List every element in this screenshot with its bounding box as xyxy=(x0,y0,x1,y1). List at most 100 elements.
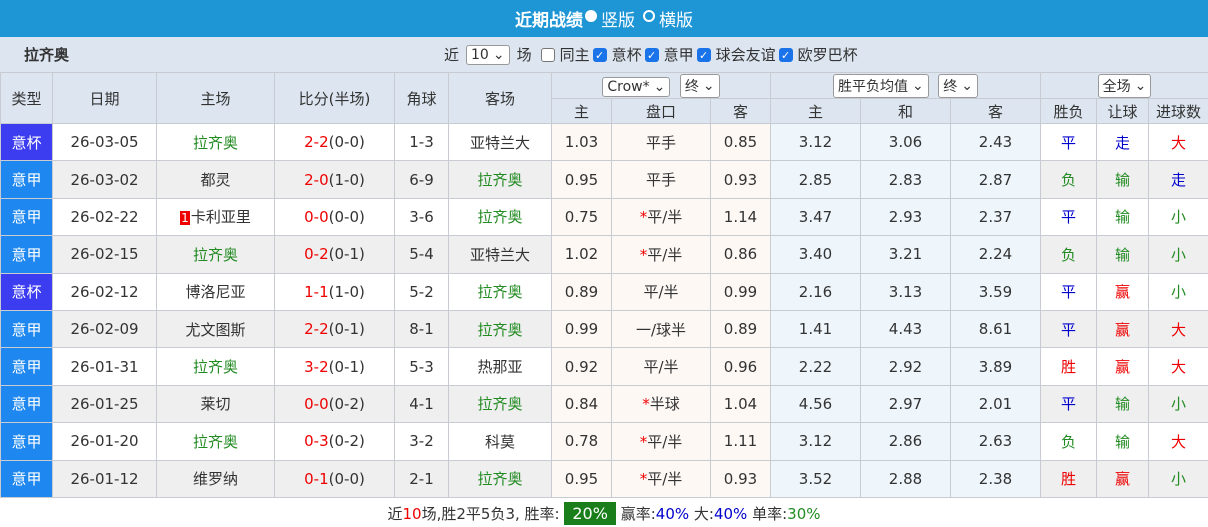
handicap-result: 赢 xyxy=(1096,347,1149,386)
away-team[interactable]: 拉齐奥 xyxy=(448,459,552,498)
match-type[interactable]: 意甲 xyxy=(0,384,53,424)
match-type[interactable]: 意甲 xyxy=(0,235,53,274)
home-team[interactable]: 1 卡利亚里 xyxy=(156,197,275,237)
company-select[interactable]: Crow* ⌄ xyxy=(602,76,671,97)
euro-final-select[interactable]: 终 ⌄ xyxy=(938,73,978,98)
checkbox-1[interactable]: ✓ xyxy=(592,47,607,62)
score: 2-2(0-0) xyxy=(274,122,395,162)
asian-home-odds: 0.78 xyxy=(551,422,612,461)
match-type[interactable]: 意甲 xyxy=(0,160,53,199)
handicap-rate: 40% xyxy=(655,505,690,523)
home-team[interactable]: 莱切 xyxy=(156,384,275,424)
chevron-down-icon: ⌄ xyxy=(961,77,973,94)
checkbox-label[interactable]: 意甲 xyxy=(663,46,694,64)
match-date: 26-01-31 xyxy=(52,347,157,386)
handicap-value: 平手 xyxy=(645,133,676,152)
score: 2-2(0-1) xyxy=(274,309,395,349)
checkbox-3[interactable]: ✓ xyxy=(696,47,711,62)
half-score: (0-1) xyxy=(328,357,365,376)
handicap-value: 半球 xyxy=(649,395,680,414)
away-team[interactable]: 亚特兰大 xyxy=(448,122,552,162)
away-team[interactable]: 拉齐奥 xyxy=(448,309,552,349)
away-team[interactable]: 亚特兰大 xyxy=(448,235,552,274)
away-team[interactable]: 拉齐奥 xyxy=(448,272,552,311)
match-count-select[interactable]: 10 ⌄ xyxy=(466,44,510,65)
match-type[interactable]: 意甲 xyxy=(0,197,53,237)
handicap-value: 平/半 xyxy=(643,358,679,377)
asian-home-odds: 0.75 xyxy=(551,197,612,237)
checkbox-label[interactable]: 球会友谊 xyxy=(715,46,776,64)
away-team[interactable]: 科莫 xyxy=(448,422,552,461)
euro-odds-ea: 8.61 xyxy=(950,309,1041,349)
summary-count: 10 xyxy=(402,505,422,523)
subheader-3: 主 xyxy=(770,98,861,124)
home-team[interactable]: 拉齐奥 xyxy=(156,122,275,162)
match-type[interactable]: 意甲 xyxy=(0,422,53,461)
handicap-result: 赢 xyxy=(1096,272,1149,311)
match-type[interactable]: 意甲 xyxy=(0,459,53,498)
away-team[interactable]: 拉齐奥 xyxy=(448,197,552,237)
star-mark: * xyxy=(639,470,648,489)
asian-home-odds: 0.99 xyxy=(551,309,612,349)
summary-text: 大: xyxy=(693,505,714,523)
euro-select[interactable]: 胜平负均值 ⌄ xyxy=(832,73,929,98)
summary-text: 近 xyxy=(387,505,403,523)
radio-vertical-label[interactable]: 竖版 xyxy=(601,11,635,31)
win-rate-badge: 20% xyxy=(564,502,616,525)
full-score: 2-0 xyxy=(304,170,329,189)
full-score: 0-2 xyxy=(304,245,329,264)
table-row: 意甲 26-02-22 1 卡利亚里 0-0(0-0) 3-6 拉齐奥 0.75 *平/半 1.1… xyxy=(0,197,1208,237)
checkbox-label[interactable]: 欧罗巴杯 xyxy=(797,46,858,64)
unit-label: 场 xyxy=(516,46,532,64)
handicap-line: *平/半 xyxy=(611,459,711,498)
euro-odds-header: 胜平负均值 ⌄ 终 ⌄ xyxy=(770,72,1041,99)
asian-home-odds: 0.95 xyxy=(551,459,612,498)
over-under: 大 xyxy=(1147,422,1208,461)
away-team[interactable]: 热那亚 xyxy=(448,347,552,386)
over-under: 大 xyxy=(1147,122,1208,162)
checkbox-0[interactable] xyxy=(540,47,555,62)
subheader-0: 主 xyxy=(551,98,612,124)
home-team-name: 卡利亚里 xyxy=(190,208,251,227)
euro-odds-eh: 2.16 xyxy=(770,272,861,311)
match-type[interactable]: 意杯 xyxy=(0,122,53,162)
home-team-name: 维罗纳 xyxy=(192,470,238,489)
scope-select[interactable]: 全场 ⌄ xyxy=(1097,73,1152,98)
match-date: 26-01-25 xyxy=(52,384,157,424)
handicap-result: 输 xyxy=(1096,384,1149,424)
match-type[interactable]: 意甲 xyxy=(0,309,53,349)
checkbox-2[interactable]: ✓ xyxy=(644,47,659,62)
radio-horizontal-label[interactable]: 横版 xyxy=(659,11,693,31)
home-team-name: 莱切 xyxy=(200,395,231,414)
home-team[interactable]: 拉齐奥 xyxy=(156,235,275,274)
away-team[interactable]: 拉齐奥 xyxy=(448,160,552,199)
asian-away-odds: 0.89 xyxy=(710,309,771,349)
result: 平 xyxy=(1040,197,1097,237)
home-team[interactable]: 拉齐奥 xyxy=(156,347,275,386)
result: 胜 xyxy=(1040,347,1097,386)
home-team[interactable]: 拉齐奥 xyxy=(156,422,275,461)
table-row: 意甲 26-03-02 都灵 2-0(1-0) 6-9 拉齐奥 0.95 平手 0.93 2.85… xyxy=(0,160,1208,199)
asian-away-odds: 1.04 xyxy=(710,384,771,424)
asian-final-select[interactable]: 终 ⌄ xyxy=(679,73,720,98)
handicap-result: 输 xyxy=(1096,160,1149,199)
checkbox-label[interactable]: 同主 xyxy=(559,46,590,64)
match-type[interactable]: 意甲 xyxy=(0,347,53,386)
home-team[interactable]: 尤文图斯 xyxy=(156,309,275,349)
checkbox-4[interactable]: ✓ xyxy=(778,47,793,62)
euro-odds-ea: 2.24 xyxy=(950,235,1041,274)
match-type[interactable]: 意杯 xyxy=(0,272,53,311)
home-team[interactable]: 都灵 xyxy=(156,160,275,199)
handicap-line: *平/半 xyxy=(611,235,711,274)
subheader-5: 客 xyxy=(950,98,1041,124)
home-team[interactable]: 维罗纳 xyxy=(156,459,275,498)
handicap-result: 赢 xyxy=(1096,309,1149,349)
result: 平 xyxy=(1040,122,1097,162)
radio-vertical[interactable] xyxy=(585,9,597,22)
away-team[interactable]: 拉齐奥 xyxy=(448,384,552,424)
checkbox-label[interactable]: 意杯 xyxy=(611,46,642,64)
home-team[interactable]: 博洛尼亚 xyxy=(156,272,275,311)
scope-value: 全场 xyxy=(1102,78,1131,95)
result: 平 xyxy=(1040,384,1097,424)
radio-horizontal[interactable] xyxy=(643,9,655,22)
